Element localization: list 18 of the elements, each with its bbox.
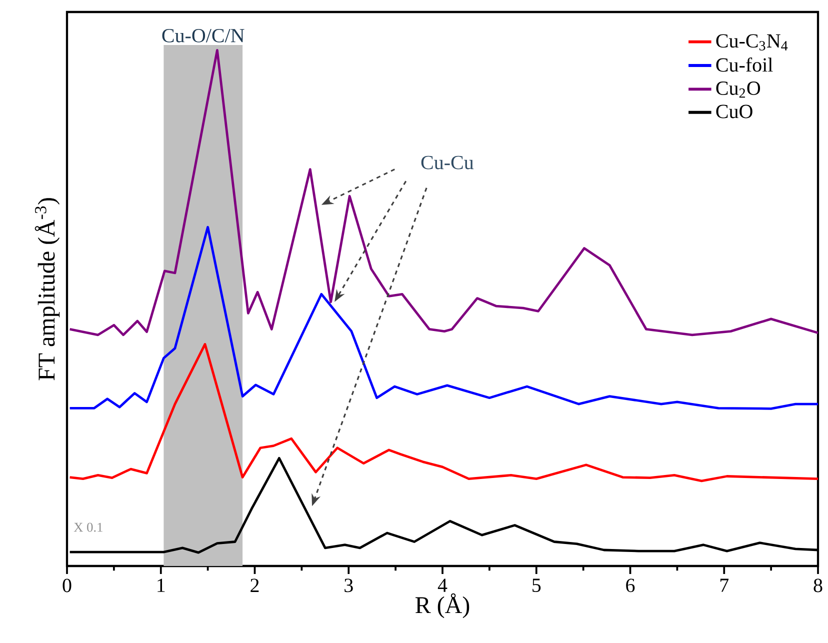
x-tick-label: 7	[720, 578, 729, 592]
x-tick-label: 1	[158, 578, 165, 592]
x-tick-label: 3	[344, 578, 353, 592]
annotation: X 0.1	[74, 522, 102, 532]
legend-label: CuO	[716, 104, 752, 118]
y-axis-title: FT amplitude (Å$^{-3}$)	[34, 198, 60, 380]
x-tick-label: 4	[438, 578, 448, 592]
band-label: Cu-O/C/N	[162, 28, 244, 42]
x-tick-label: 8	[814, 578, 822, 592]
annotation: Cu-Cu	[421, 156, 474, 170]
x-tick-label: 6	[626, 578, 635, 592]
x-axis-title: R (Å)	[416, 593, 470, 618]
x-tick-label: 5	[532, 578, 541, 592]
x-tick-label: 0	[62, 578, 72, 592]
legend-label: Cu-foil	[716, 57, 773, 72]
legend-label: Cu-C$_{3}$N$_{4}$	[716, 34, 788, 50]
legend-label: Cu$_{2}$O	[716, 82, 760, 98]
x-tick-label: 2	[250, 578, 259, 592]
